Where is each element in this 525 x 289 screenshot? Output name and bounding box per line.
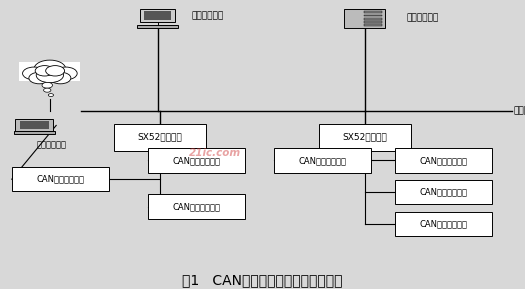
Bar xyxy=(364,14,382,16)
Text: 图1   CAN总线与以太网互联系统结构: 图1 CAN总线与以太网互联系统结构 xyxy=(182,273,343,287)
Circle shape xyxy=(48,94,54,97)
Text: 21ic.com: 21ic.com xyxy=(189,148,242,158)
Bar xyxy=(364,11,382,13)
Circle shape xyxy=(54,67,77,80)
Circle shape xyxy=(46,66,65,76)
Bar xyxy=(144,11,171,20)
Text: 远程监控客户: 远程监控客户 xyxy=(37,140,67,149)
Text: SX52透明网关: SX52透明网关 xyxy=(138,133,183,142)
FancyBboxPatch shape xyxy=(274,148,372,173)
Circle shape xyxy=(44,88,51,92)
Circle shape xyxy=(35,66,54,76)
Text: CAN总线测控设备: CAN总线测控设备 xyxy=(173,202,221,211)
Bar xyxy=(364,21,382,23)
Bar xyxy=(364,24,382,26)
Circle shape xyxy=(29,72,50,84)
Text: 设备管理主机: 设备管理主机 xyxy=(407,13,439,22)
FancyBboxPatch shape xyxy=(12,167,109,191)
Circle shape xyxy=(50,72,71,84)
Bar xyxy=(15,119,53,131)
Bar xyxy=(344,9,385,28)
Bar xyxy=(140,9,175,22)
Text: CAN总线测控设备: CAN总线测控设备 xyxy=(299,156,347,165)
Bar xyxy=(19,121,49,129)
Text: 设备管理主机: 设备管理主机 xyxy=(192,11,224,21)
FancyBboxPatch shape xyxy=(148,148,245,173)
Bar xyxy=(19,62,80,81)
Text: CAN总线测控设备: CAN总线测控设备 xyxy=(419,219,468,229)
Text: CAN总线测控设备: CAN总线测控设备 xyxy=(36,175,85,184)
Text: 以太网: 以太网 xyxy=(513,107,525,116)
Text: CAN总线测控设备: CAN总线测控设备 xyxy=(419,188,468,197)
Text: CAN总线测控设备: CAN总线测控设备 xyxy=(173,156,221,165)
FancyBboxPatch shape xyxy=(148,194,245,219)
Circle shape xyxy=(36,68,64,83)
FancyBboxPatch shape xyxy=(395,180,492,205)
Circle shape xyxy=(42,82,52,88)
FancyBboxPatch shape xyxy=(395,212,492,236)
Bar xyxy=(364,18,382,20)
FancyBboxPatch shape xyxy=(319,123,411,151)
FancyBboxPatch shape xyxy=(395,148,492,173)
FancyBboxPatch shape xyxy=(114,123,206,151)
Circle shape xyxy=(34,60,66,77)
Bar xyxy=(137,25,178,28)
Bar xyxy=(14,131,55,134)
Circle shape xyxy=(23,67,46,80)
Text: CAN总线测控设备: CAN总线测控设备 xyxy=(419,156,468,165)
Text: SX52透明网关: SX52透明网关 xyxy=(342,133,387,142)
